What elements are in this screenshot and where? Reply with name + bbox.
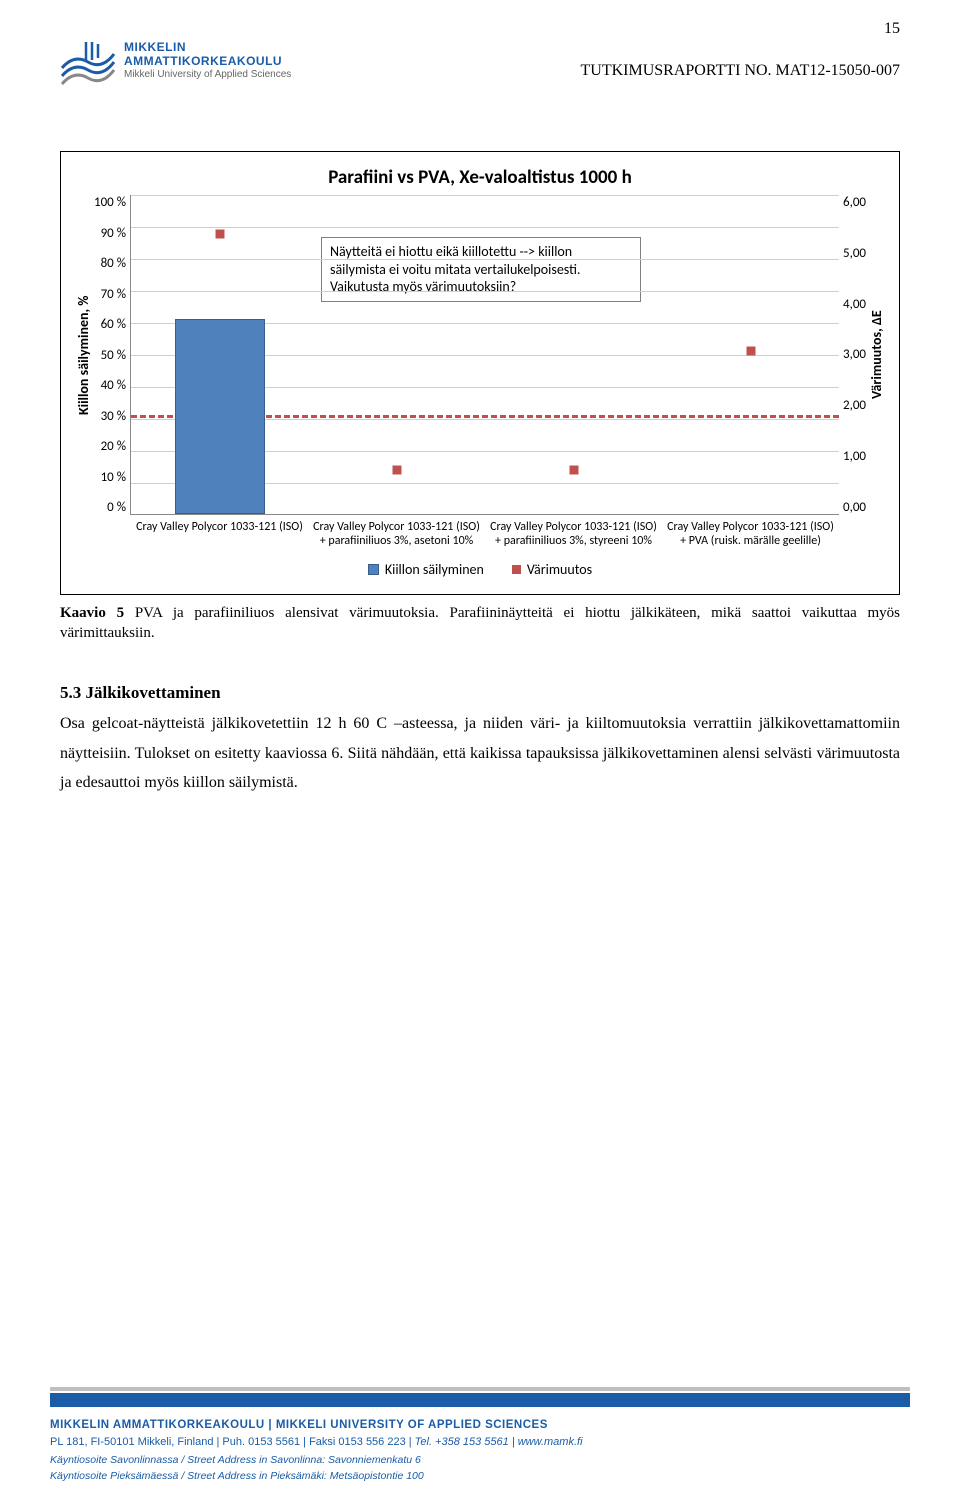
section-body: Osa gelcoat-näytteistä jälkikovetettiin … (60, 709, 900, 798)
legend-swatch-bar (368, 564, 379, 575)
logo-text-line2: AMMATTIKORKEAKOULU (124, 54, 291, 68)
footer-contact: PL 181, FI-50101 Mikkeli, Finland | Puh.… (50, 1435, 910, 1450)
footer-org: MIKKELIN AMMATTIKORKEAKOULU | MIKKELI UN… (50, 1417, 910, 1433)
section-heading: 5.3 Jälkikovettaminen (60, 683, 900, 703)
y-right-tick: 5,00 (843, 246, 866, 261)
y-right-tick: 6,00 (843, 195, 866, 210)
chart-title: Parafiini vs PVA, Xe-valoaltistus 1000 h (73, 166, 887, 189)
y-left-tick: 40 % (101, 378, 126, 393)
report-number: TUTKIMUSRAPORTTI NO. MAT12-15050-007 (581, 62, 900, 80)
page-footer: MIKKELIN AMMATTIKORKEAKOULU | MIKKELI UN… (0, 1387, 960, 1508)
annotation-line1: Näytteitä ei hiottu eikä kiillotettu -->… (330, 243, 632, 261)
chart-marker (569, 465, 578, 474)
y-right-tick: 0,00 (843, 500, 866, 515)
y-left-axis-label: Kiillon säilyminen, % (73, 195, 94, 515)
legend-swatch-marker (512, 565, 521, 574)
y-left-tick: 50 % (101, 348, 126, 363)
y-right-tick: 2,00 (843, 398, 866, 413)
y-right-tick: 1,00 (843, 449, 866, 464)
annotation-line2: säilymista ei voitu mitata vertailukelpo… (330, 261, 632, 279)
logo-text-line1: MIKKELIN (124, 40, 291, 54)
chart-bar (175, 319, 265, 514)
y-left-tick: 30 % (101, 409, 126, 424)
y-right-tick: 4,00 (843, 297, 866, 312)
footer-divider-grey (50, 1387, 910, 1391)
x-axis-label: Cray Valley Polycor 1033-121 (ISO) + par… (308, 515, 485, 549)
chart-marker (392, 466, 401, 475)
y-left-tick: 0 % (107, 500, 126, 515)
y-left-tick: 20 % (101, 439, 126, 454)
footer-contact-b: Tel. +358 153 5561 | www.mamk.fi (415, 1436, 583, 1448)
y-left-tick: 90 % (101, 226, 126, 241)
y-right-ticks: 6,00 5,00 4,00 3,00 2,00 1,00 0,00 (839, 195, 866, 515)
legend-item-marker: Värimuutos (512, 561, 592, 578)
chart-caption: Kaavio 5 PVA ja parafiiniliuos alensivat… (60, 603, 900, 644)
logo-text-line3: Mikkeli University of Applied Sciences (124, 69, 291, 80)
legend-label-bar: Kiillon säilyminen (385, 561, 484, 578)
legend-item-bar: Kiillon säilyminen (368, 561, 484, 578)
caption-rest: PVA ja parafiiniliuos alensivat värimuut… (60, 605, 900, 641)
y-left-tick: 70 % (101, 287, 126, 302)
y-left-tick: 60 % (101, 317, 126, 332)
y-right-tick: 3,00 (843, 347, 866, 362)
y-left-tick: 80 % (101, 256, 126, 271)
chart-legend: Kiillon säilyminen Värimuutos (73, 561, 887, 578)
grid-line (131, 195, 839, 196)
grid-line (131, 227, 839, 228)
footer-addr-savonlinna: Käyntiosoite Savonlinnassa / Street Addr… (50, 1453, 910, 1468)
x-axis-label: Cray Valley Polycor 1033-121 (ISO) + par… (485, 515, 662, 549)
y-left-ticks: 100 % 90 % 80 % 70 % 60 % 50 % 40 % 30 % 20 % 10 … (94, 195, 130, 515)
x-axis-label: Cray Valley Polycor 1033-121 (ISO) + PVA… (662, 515, 839, 549)
x-axis-label: Cray Valley Polycor 1033-121 (ISO) (131, 515, 308, 549)
chart-marker (746, 347, 755, 356)
chart-marker (215, 230, 224, 239)
footer-addr4b: Street Address in Pieksämäki (187, 1470, 324, 1482)
logo-icon (60, 40, 116, 86)
footer-addr4c: : Metsäopistontie 100 (324, 1470, 424, 1482)
footer-contact-a: PL 181, FI-50101 Mikkeli, Finland | Puh.… (50, 1436, 415, 1448)
footer-addr3a: Käyntiosoite Savonlinnassa / (50, 1454, 187, 1466)
header: MIKKELIN AMMATTIKORKEAKOULU Mikkeli Univ… (60, 40, 900, 86)
chart-plot-area: Näytteitä ei hiottu eikä kiillotettu -->… (130, 195, 839, 515)
footer-addr3c: : Savonniemenkatu 6 (322, 1454, 421, 1466)
y-left-tick: 100 % (94, 195, 126, 210)
footer-addr3b: Street Address in Savonlinna (187, 1454, 322, 1466)
footer-addr-pieksamaki: Käyntiosoite Pieksämäessä / Street Addre… (50, 1469, 910, 1484)
page-number: 15 (884, 20, 900, 38)
y-left-tick: 10 % (101, 470, 126, 485)
logo-block: MIKKELIN AMMATTIKORKEAKOULU Mikkeli Univ… (60, 40, 291, 86)
grid-line (131, 291, 839, 292)
y-right-axis-label: Värimuutos, ΔE (866, 195, 887, 515)
footer-divider-blue (50, 1393, 910, 1407)
footer-addr4a: Käyntiosoite Pieksämäessä / (50, 1470, 187, 1482)
chart-container: Parafiini vs PVA, Xe-valoaltistus 1000 h… (60, 151, 900, 595)
legend-label-marker: Värimuutos (527, 561, 592, 578)
grid-line (131, 259, 839, 260)
annotation-line3: Vaikutusta myös värimuutoksiin? (330, 278, 632, 296)
caption-bold: Kaavio 5 (60, 605, 124, 621)
x-axis-labels: Cray Valley Polycor 1033-121 (ISO)Cray V… (131, 515, 839, 549)
